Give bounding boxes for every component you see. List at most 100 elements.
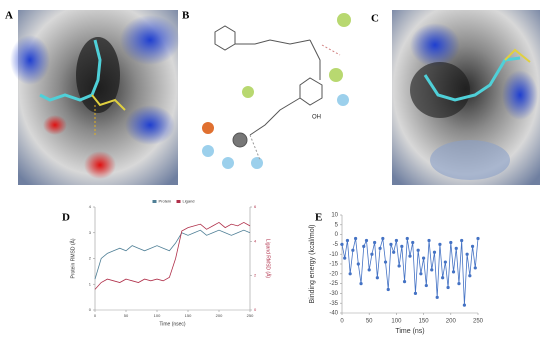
point <box>443 260 447 264</box>
point <box>446 285 450 290</box>
y-tick-label: 10 <box>331 213 338 219</box>
legend-swatch <box>176 200 181 203</box>
x-tick-label: 200 <box>216 313 223 318</box>
y-tick-label: -5 <box>333 242 339 248</box>
surface-image-c <box>392 10 540 185</box>
point <box>424 283 428 288</box>
series-line <box>94 229 251 280</box>
x-tick-label: 100 <box>154 313 161 318</box>
point <box>381 236 385 241</box>
point <box>340 242 344 246</box>
point <box>454 246 458 250</box>
y2-axis-label: Ligand RMSD (Å) <box>265 239 272 279</box>
point <box>392 250 396 254</box>
series-line <box>94 221 251 290</box>
point <box>438 242 442 246</box>
point <box>351 248 355 252</box>
x-tick-label: 250 <box>247 313 254 318</box>
point <box>378 246 382 250</box>
point <box>462 303 466 307</box>
point <box>457 282 461 286</box>
surface-image-a <box>10 10 180 185</box>
y-tick-label: 3 <box>89 230 92 235</box>
point <box>435 295 439 299</box>
y-tick-label: -20 <box>329 271 338 277</box>
x-tick-label: 100 <box>391 319 402 325</box>
point <box>430 268 434 272</box>
y-tick-label: 0 <box>335 232 339 238</box>
point <box>370 252 374 256</box>
y-tick-label: -40 <box>329 311 338 317</box>
point <box>348 272 352 276</box>
point <box>470 244 475 248</box>
point <box>476 236 480 241</box>
y-tick-label: 1 <box>89 281 92 286</box>
point <box>356 262 360 266</box>
point <box>394 238 398 243</box>
y-tick-label: 5 <box>335 222 339 228</box>
y2-tick-label: 2 <box>254 273 257 278</box>
y-tick-label: 4 <box>89 204 92 209</box>
legend-label: Protein <box>159 199 172 204</box>
point <box>364 238 369 243</box>
legend-label: Ligand <box>183 199 195 204</box>
point <box>359 282 363 286</box>
point <box>465 252 469 256</box>
point <box>411 240 415 245</box>
point <box>405 236 409 241</box>
panel-label: B <box>182 10 190 22</box>
y-tick-label: -15 <box>329 262 338 268</box>
point <box>386 287 390 292</box>
x-tick-label: 50 <box>366 319 373 325</box>
point <box>427 238 431 243</box>
y-tick-label: 2 <box>89 256 92 261</box>
y-axis-label: Binding energy (kcal/mol) <box>309 225 316 304</box>
y-tick-label: -35 <box>329 301 338 307</box>
point <box>449 240 453 245</box>
point <box>389 242 393 246</box>
interaction-diagram <box>202 13 351 169</box>
x-tick-label: 0 <box>340 319 344 325</box>
panel-label: D <box>62 212 70 224</box>
point <box>419 272 423 276</box>
point <box>422 256 426 260</box>
point <box>408 254 412 258</box>
panel-label: C <box>371 13 379 25</box>
x-tick-label: 0 <box>94 313 97 318</box>
y2-tick-label: 0 <box>254 307 257 312</box>
point <box>343 256 347 260</box>
x-tick-label: 150 <box>185 313 192 318</box>
x-axis-label: Time (ns) <box>395 328 424 335</box>
point <box>402 280 407 284</box>
y-tick-label: -25 <box>329 281 338 287</box>
y-tick-label: 0 <box>89 307 92 312</box>
panel-label: E <box>315 212 322 224</box>
point <box>354 236 358 241</box>
point <box>460 238 464 243</box>
x-axis-label: Time (nsec) <box>159 321 186 327</box>
point <box>383 260 388 264</box>
point <box>432 250 437 254</box>
point <box>375 276 379 280</box>
point <box>362 244 366 248</box>
point <box>397 264 401 268</box>
point <box>400 244 404 248</box>
molecule-label: OH <box>312 115 321 121</box>
point <box>413 291 418 295</box>
point <box>367 268 371 272</box>
y-tick-label: -30 <box>329 291 338 297</box>
point <box>345 238 350 243</box>
x-tick-label: 200 <box>446 319 457 325</box>
point <box>373 240 377 245</box>
x-tick-label: 150 <box>419 319 430 325</box>
x-tick-label: 50 <box>124 313 129 318</box>
point <box>441 276 445 280</box>
y2-tick-label: 6 <box>254 204 257 209</box>
y-axis-label: Protein RMSD (Å) <box>69 238 76 278</box>
y2-tick-label: 4 <box>254 238 257 243</box>
legend-swatch <box>152 200 157 203</box>
point <box>473 266 477 270</box>
point <box>416 248 420 252</box>
point <box>451 270 456 274</box>
